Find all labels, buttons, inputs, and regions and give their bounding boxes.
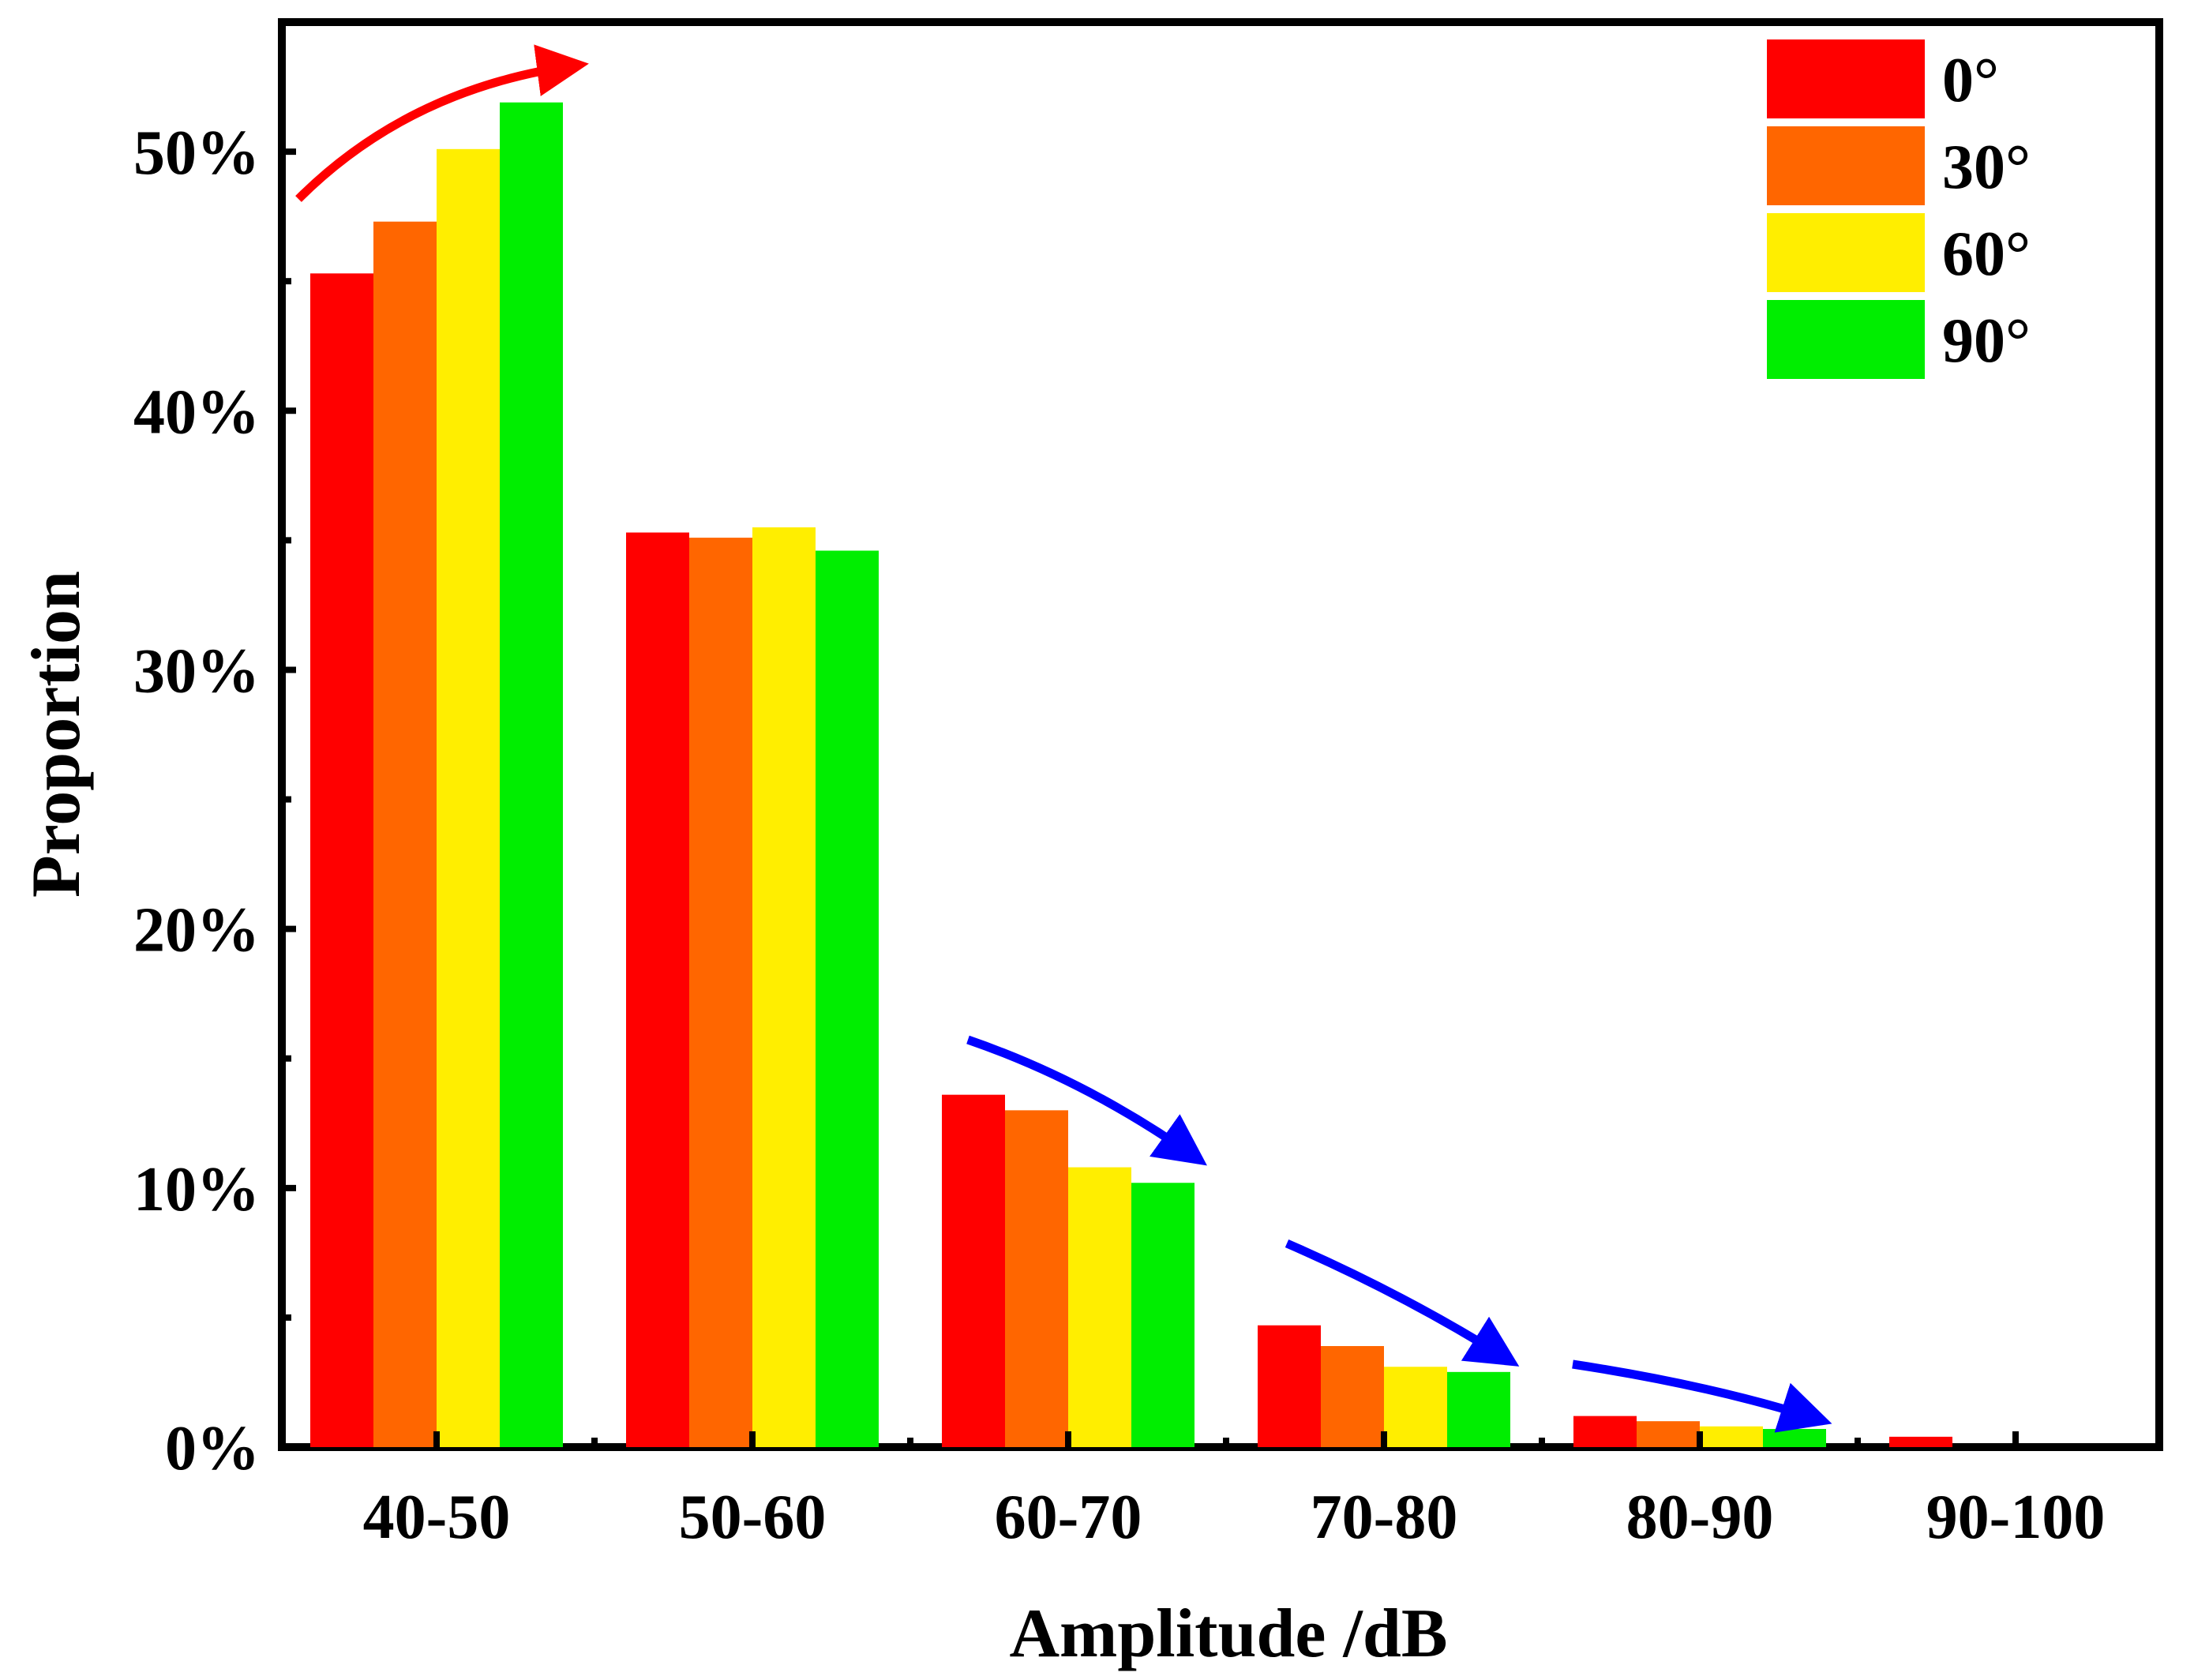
y-tick-label: 10% — [133, 1155, 260, 1224]
x-tick-label: 90-100 — [1926, 1483, 2106, 1552]
x-tick-label: 70-80 — [1311, 1483, 1458, 1552]
bar-40-50-60° — [437, 148, 500, 1448]
legend-label: 0° — [1942, 46, 1999, 115]
bar-80-90-30° — [1637, 1421, 1700, 1447]
bar-70-80-60° — [1384, 1367, 1447, 1447]
legend-label: 30° — [1942, 133, 2031, 202]
y-axis-title: Proportion — [18, 571, 95, 898]
x-tick-label: 80-90 — [1626, 1483, 1774, 1552]
decrease-arrow-1 — [966, 1035, 1207, 1166]
bar-50-60-90° — [816, 550, 879, 1447]
bar-70-80-0° — [1258, 1325, 1321, 1447]
decrease-arrow-3 — [1572, 1359, 1832, 1433]
bar-60-70-60° — [1068, 1167, 1131, 1447]
x-axis-ticks: 40-50 50-60 60-70 70-80 80-90 90-100 — [363, 1431, 2106, 1552]
bar-90-100-0° — [1889, 1436, 1952, 1447]
legend-swatch-90° — [1767, 300, 1925, 379]
increase-arrow — [295, 44, 589, 202]
bar-40-50-30° — [373, 221, 437, 1448]
bar-80-90-60° — [1700, 1426, 1763, 1447]
bar-50-60-0° — [626, 532, 689, 1447]
plot-frame — [278, 18, 2163, 1451]
legend-swatch-30° — [1767, 126, 1925, 205]
legend-swatch-60° — [1767, 213, 1925, 292]
legend: 0° 30° 60° 90° — [1767, 39, 2031, 379]
legend-label: 90° — [1942, 306, 2031, 376]
legend-label: 60° — [1942, 219, 2031, 289]
y-tick-label: 40% — [133, 377, 260, 447]
legend-swatch-0° — [1767, 39, 1925, 118]
bar-70-80-30° — [1321, 1346, 1384, 1447]
bar-60-70-90° — [1131, 1183, 1195, 1447]
bar-50-60-60° — [752, 527, 816, 1447]
bar-50-60-30° — [689, 538, 752, 1448]
bar-70-80-90° — [1447, 1371, 1510, 1447]
y-tick-label: 20% — [133, 896, 260, 966]
bar-40-50-90° — [500, 102, 563, 1448]
y-tick-label: 50% — [133, 118, 260, 188]
x-tick-label: 40-50 — [363, 1483, 511, 1552]
x-axis-title: Amplitude /dB — [1009, 1596, 1447, 1672]
y-tick-label: 30% — [133, 636, 260, 706]
bar-60-70-0° — [942, 1094, 1005, 1447]
x-tick-label: 50-60 — [679, 1483, 827, 1552]
bar-60-70-30° — [1005, 1110, 1068, 1447]
bars-group — [310, 102, 1952, 1448]
y-axis-ticks: 0% 10% 20% 30% 40% 50% — [133, 118, 296, 1483]
bar-80-90-0° — [1573, 1416, 1637, 1447]
decrease-arrow-2 — [1285, 1239, 1520, 1367]
x-tick-label: 60-70 — [995, 1483, 1142, 1552]
bar-40-50-0° — [310, 273, 373, 1447]
y-tick-label: 0% — [165, 1414, 260, 1483]
bar-80-90-90° — [1763, 1429, 1826, 1447]
